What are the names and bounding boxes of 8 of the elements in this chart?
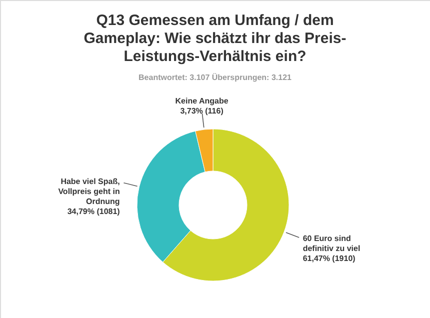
slice-label: 60 Euro sind definitiv zu viel [302, 234, 360, 253]
chart-subtitle: Beantwortet: 3.107 Übersprungen: 3.121 [138, 73, 292, 82]
slice-label: Keine Angabe [175, 96, 229, 106]
data-label: 34,79% (1081) [67, 206, 120, 216]
chart-title: Q13 Gemessen am Umfang / dem Gameplay: Wie schätzt ihr das Preis-Leistungs-Verhältnis ein? [84, 12, 346, 65]
slice-label: Habe viel Spaß, Vollpreis geht in Ordnung [58, 176, 120, 206]
data-label: 61,47% (1910) [302, 254, 356, 263]
data-label: 3,73% (116) [180, 106, 224, 116]
